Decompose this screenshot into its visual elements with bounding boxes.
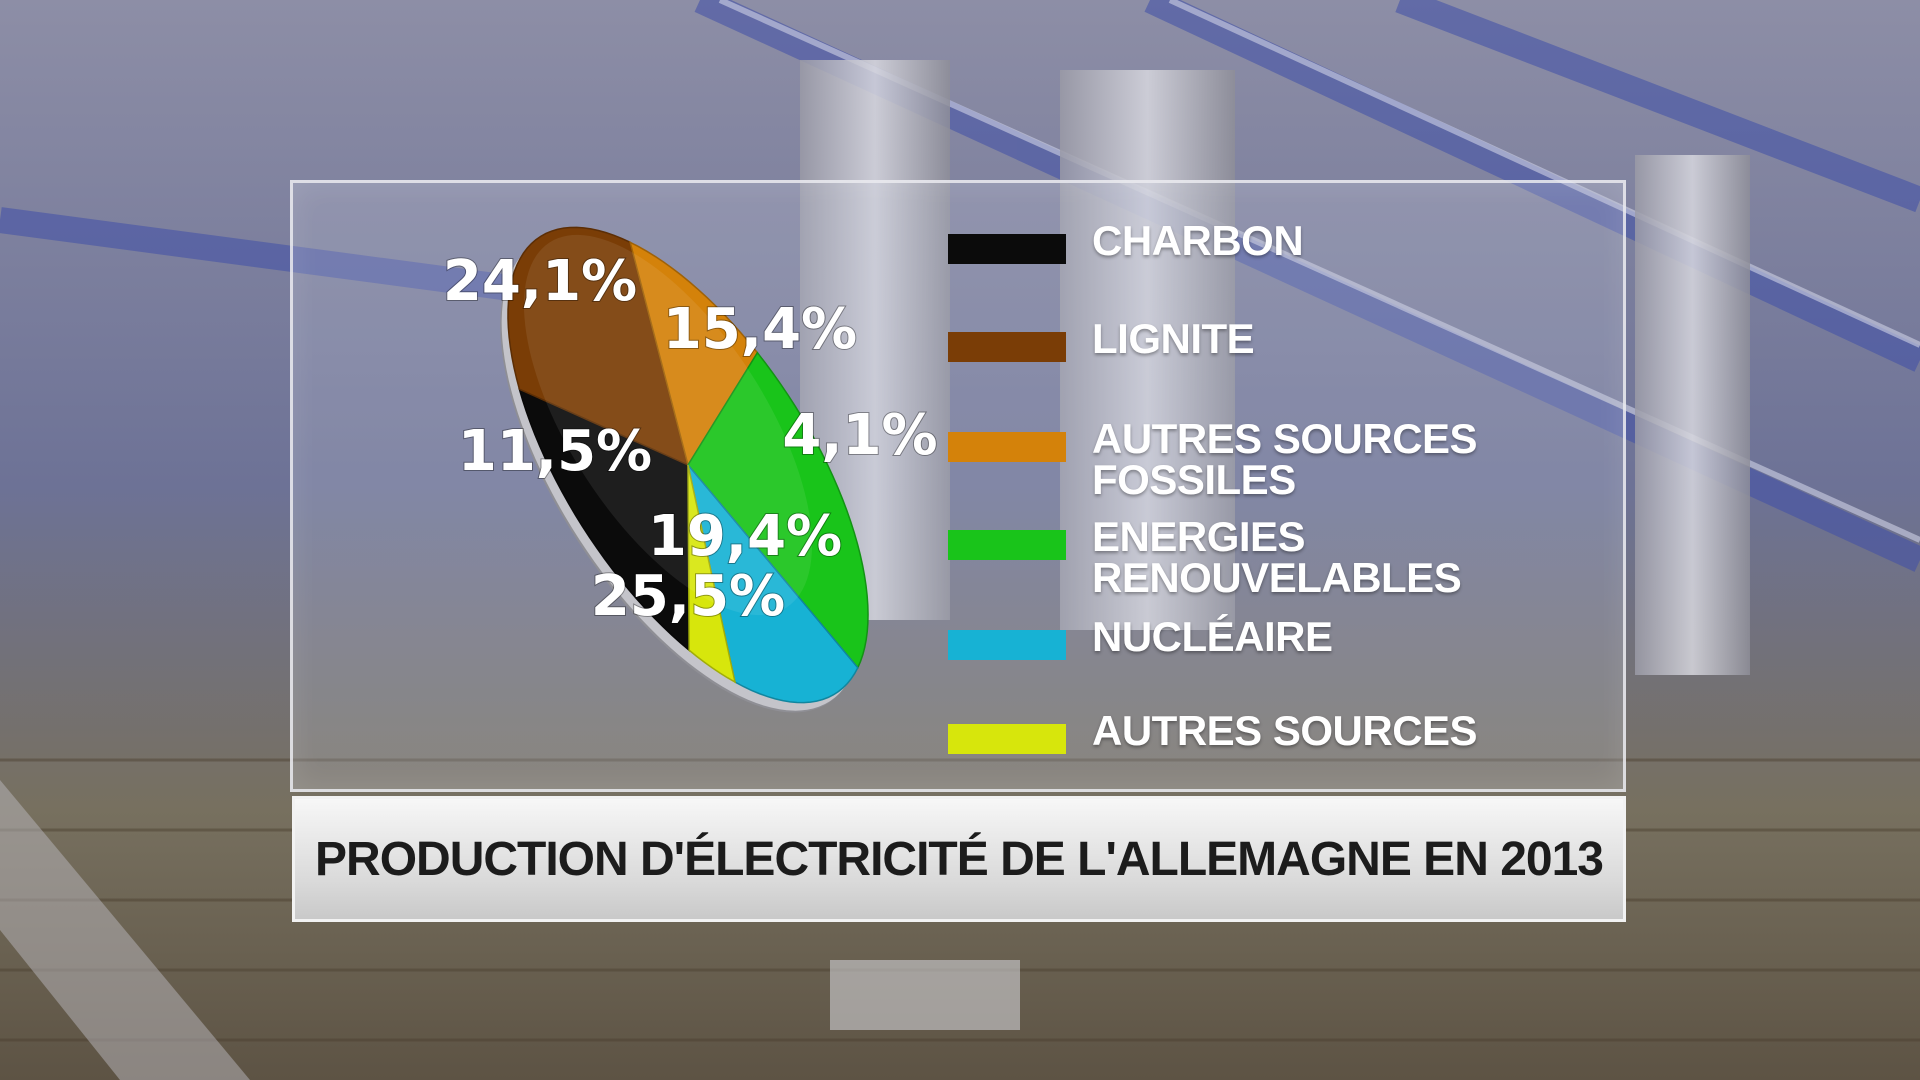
chart-title: PRODUCTION D'ÉLECTRICITÉ DE L'ALLEMAGNE … xyxy=(315,832,1604,886)
legend-label: CHARBON xyxy=(1092,217,1304,264)
pie-sheen xyxy=(523,234,813,616)
slice-label-4: 24,1% xyxy=(443,249,637,314)
pie-slice-2 xyxy=(507,226,690,467)
legend-item: NUCLÉAIRE xyxy=(948,616,1333,660)
pie-slice-5 xyxy=(687,464,859,704)
title-bar: PRODUCTION D'ÉLECTRICITÉ DE L'ALLEMAGNE … xyxy=(292,796,1626,922)
legend-swatch xyxy=(948,332,1066,362)
legend-item: ENERGIES RENOUVELABLES xyxy=(948,513,1462,601)
legend-swatch xyxy=(948,234,1066,264)
legend-item: AUTRES SOURCES xyxy=(948,707,1478,754)
legend-item: AUTRES SOURCES FOSSILES xyxy=(948,415,1478,503)
slice-label-5: 15,4% xyxy=(663,297,857,362)
pie-slice-6 xyxy=(687,464,737,684)
slice-label-1: 19,4% xyxy=(648,504,842,569)
legend-item: LIGNITE xyxy=(948,315,1255,362)
legend-item: CHARBON xyxy=(948,217,1304,264)
pie-group xyxy=(500,226,869,713)
legend-swatch xyxy=(948,432,1066,462)
legend-label: NUCLÉAIRE xyxy=(1092,613,1333,660)
pie-slice-1 xyxy=(518,387,690,652)
legend-swatch xyxy=(948,724,1066,754)
legend-label: AUTRES SOURCES xyxy=(1092,707,1478,754)
slice-label-2: 25,5% xyxy=(591,564,785,629)
legend-label: ENERGIES RENOUVELABLES xyxy=(1092,513,1462,601)
pie-label-group: 19,4%25,5% 11,5% 24,1% 15,4% 4,1% xyxy=(442,248,939,630)
pie-slice-3 xyxy=(629,240,759,467)
slice-label-6: 4,1% xyxy=(782,403,937,468)
chart-legend: CHARBON LIGNITE AUTRES SOURCES FOSSILES ENE… xyxy=(948,220,1508,780)
legend-swatch xyxy=(948,630,1066,660)
legend-swatch xyxy=(948,530,1066,560)
legend-label: LIGNITE xyxy=(1092,315,1255,362)
pie-slice-4 xyxy=(687,351,869,670)
slice-label-3: 11,5% xyxy=(458,419,652,484)
legend-label: AUTRES SOURCES FOSSILES xyxy=(1092,415,1478,503)
